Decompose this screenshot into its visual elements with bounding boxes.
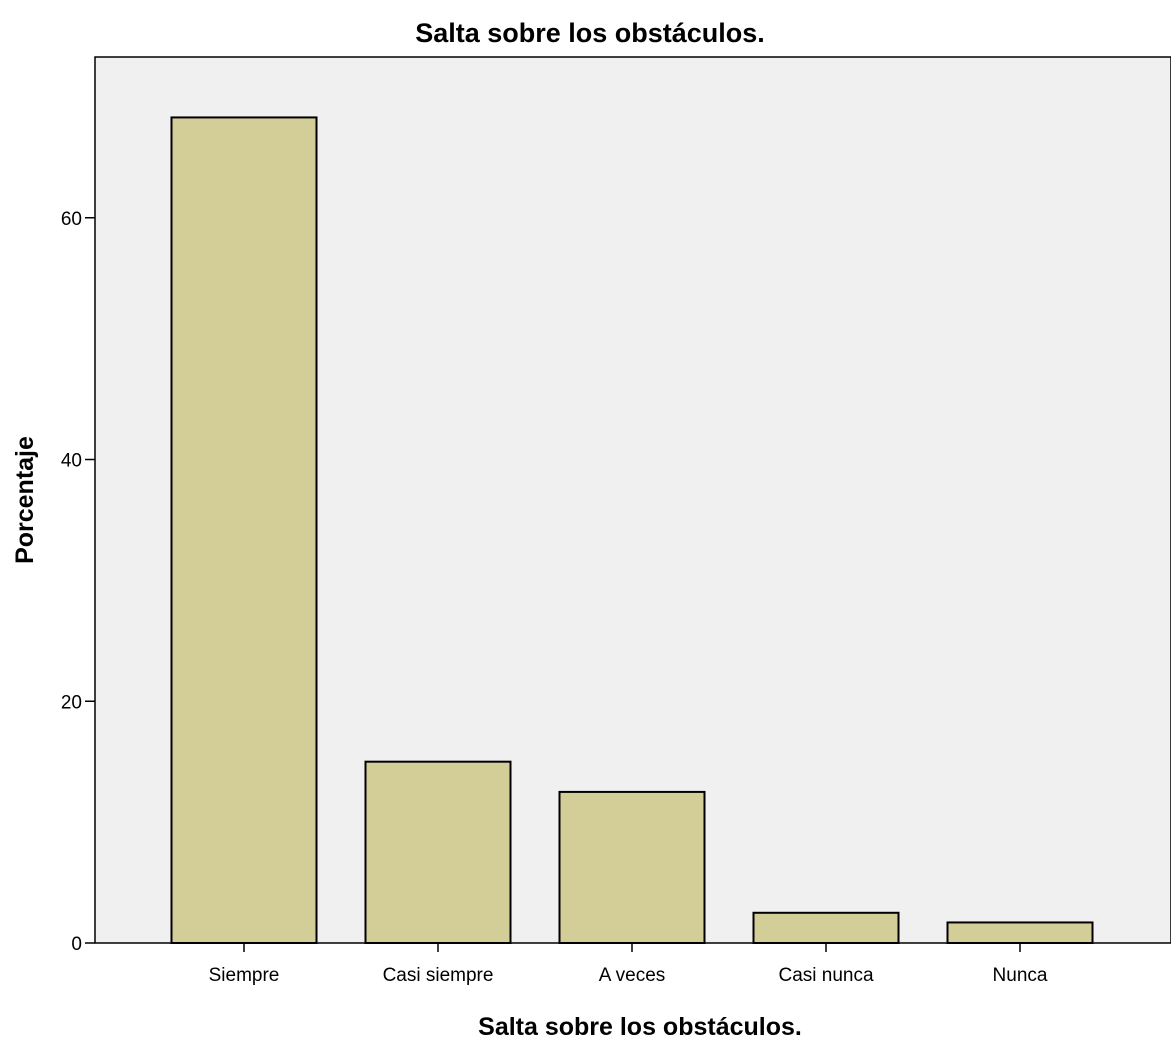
chart-title: Salta sobre los obstáculos.: [415, 18, 765, 48]
x-tick-label: Siempre: [209, 965, 280, 986]
x-axis: Siempre Casi siempre A veces Casi nunca Nunc…: [209, 943, 1048, 986]
y-tick-label-40: 40: [61, 451, 82, 472]
y-tick-label-60: 60: [61, 209, 82, 230]
y-axis-label: Porcentaje: [11, 436, 39, 564]
x-tick-label: Casi nunca: [778, 965, 873, 986]
x-tick-label: Casi siempre: [383, 965, 494, 986]
x-tick-label: A veces: [599, 965, 666, 986]
y-tick-label-0: 0: [71, 934, 82, 955]
bar-nunca: [946, 921, 1094, 945]
bar-a-veces: [558, 790, 706, 944]
bars-group: [170, 116, 1094, 945]
bar-siempre: [170, 116, 318, 944]
y-tick-label-20: 20: [61, 692, 82, 713]
bar-casi-siempre: [364, 760, 512, 944]
y-axis: 0 20 40 60: [61, 209, 95, 955]
x-tick-label: Nunca: [993, 965, 1048, 986]
bar-casi-nunca: [752, 911, 900, 945]
x-axis-label: Salta sobre los obstáculos.: [478, 1013, 802, 1041]
